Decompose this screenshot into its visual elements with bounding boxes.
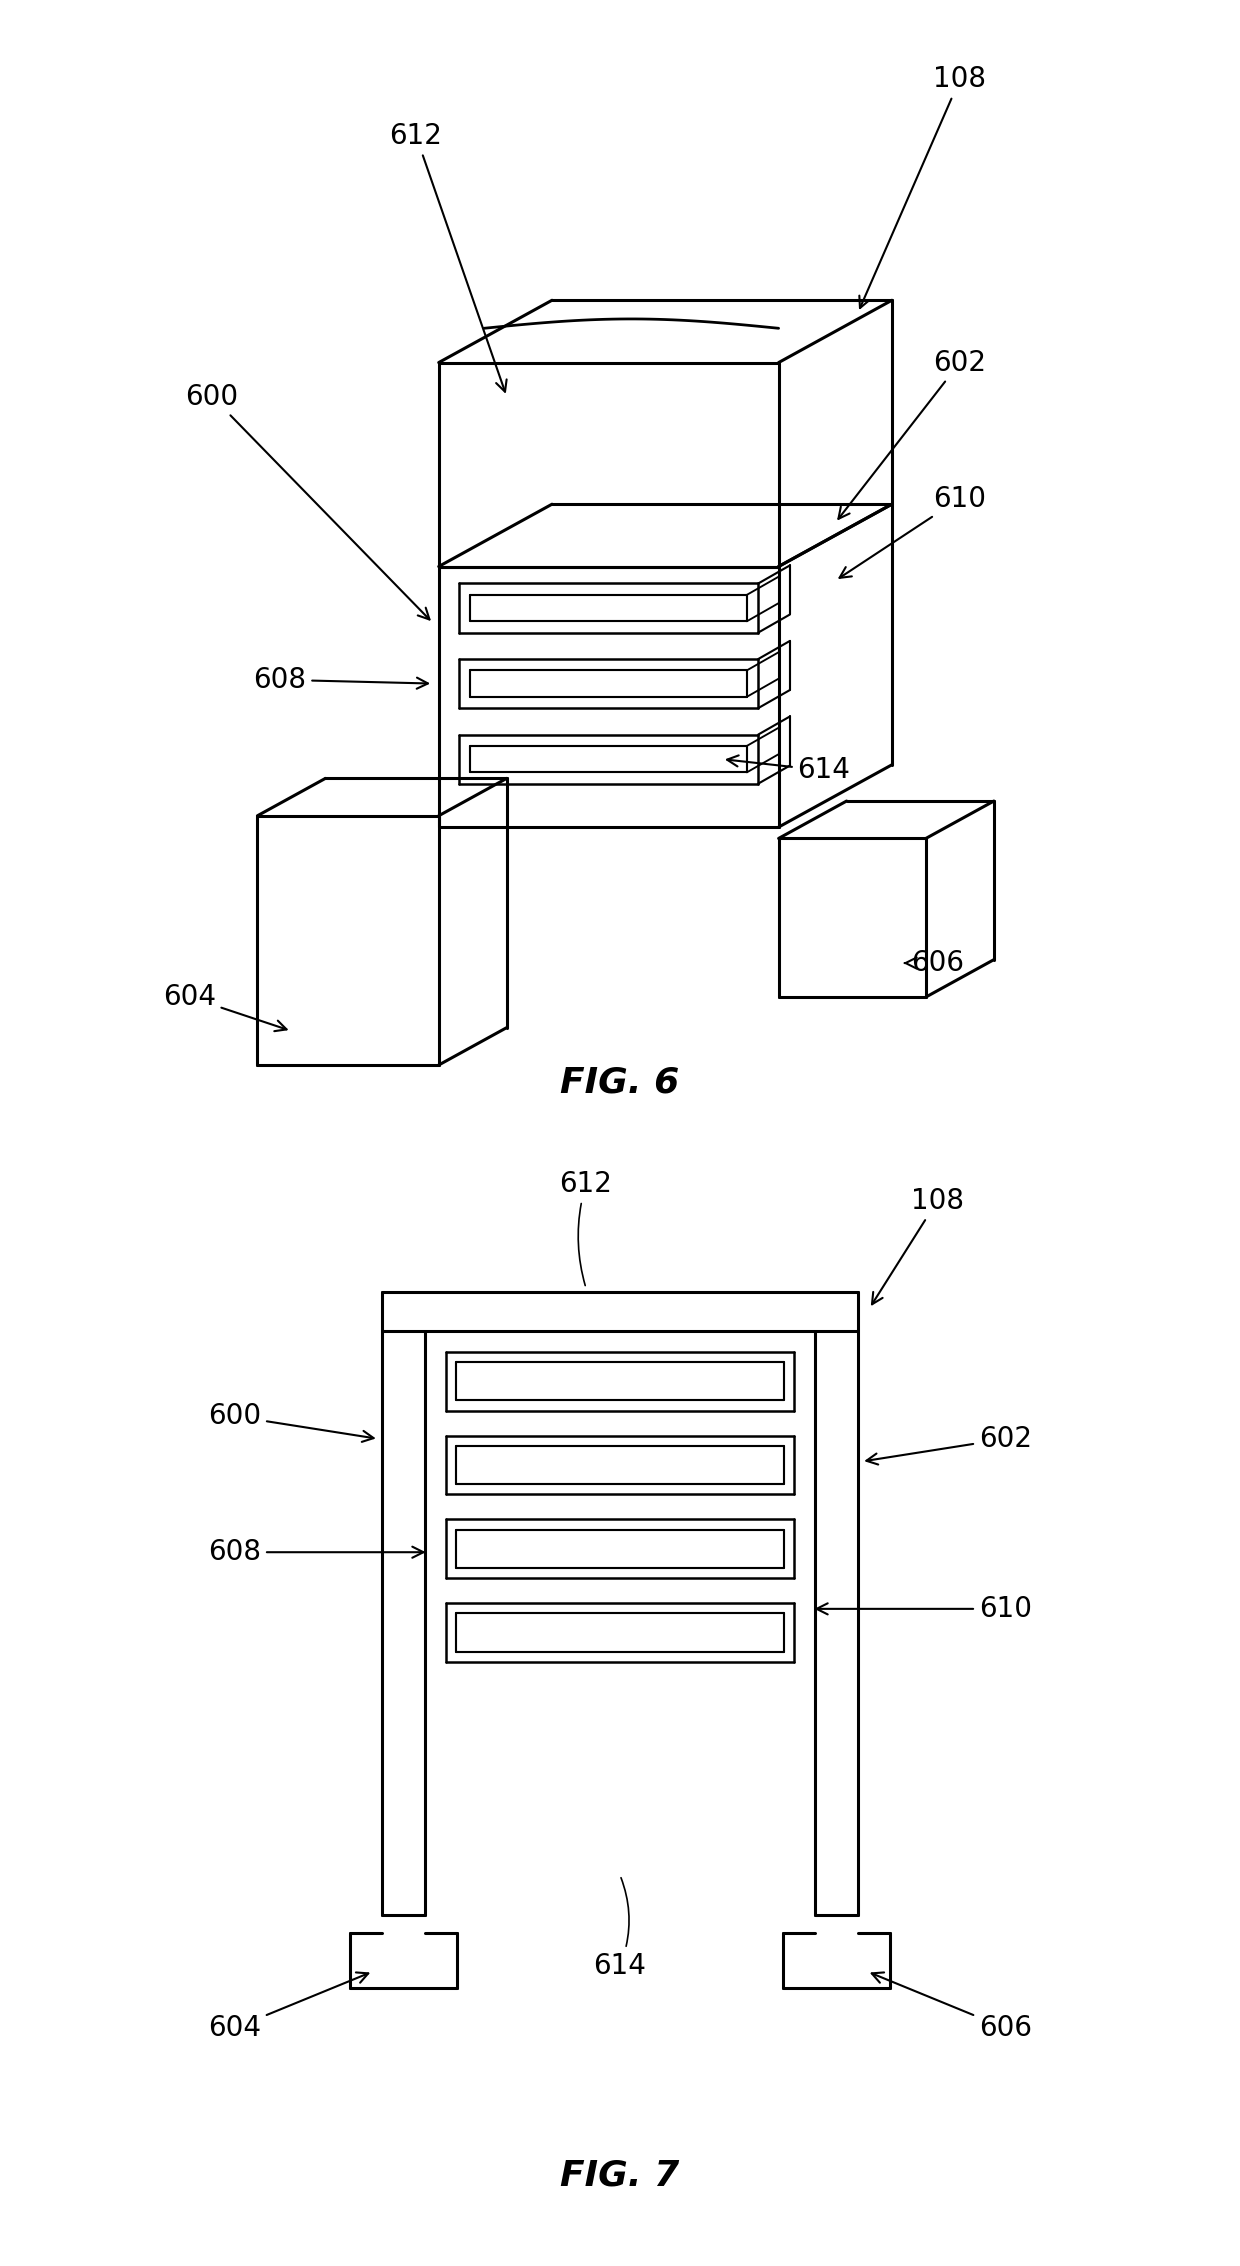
Text: FIG. 6: FIG. 6 <box>560 1065 680 1099</box>
Text: 606: 606 <box>872 1971 1032 2042</box>
Text: 602: 602 <box>838 349 986 519</box>
Text: 612: 612 <box>559 1169 613 1285</box>
Text: 614: 614 <box>727 755 851 784</box>
Text: 606: 606 <box>905 949 963 977</box>
Text: 108: 108 <box>859 66 986 308</box>
Text: 604: 604 <box>162 983 286 1031</box>
Text: 608: 608 <box>254 666 428 693</box>
Text: 614: 614 <box>594 1879 646 1980</box>
Text: 608: 608 <box>208 1539 423 1566</box>
Text: 108: 108 <box>872 1187 963 1305</box>
Text: 604: 604 <box>208 1971 368 2042</box>
Text: 600: 600 <box>208 1403 373 1441</box>
Text: 600: 600 <box>186 383 429 619</box>
Text: 602: 602 <box>867 1425 1032 1464</box>
Text: FIG. 7: FIG. 7 <box>560 2157 680 2193</box>
Text: 610: 610 <box>817 1595 1032 1622</box>
Text: 612: 612 <box>389 122 507 392</box>
Text: 610: 610 <box>839 485 986 578</box>
